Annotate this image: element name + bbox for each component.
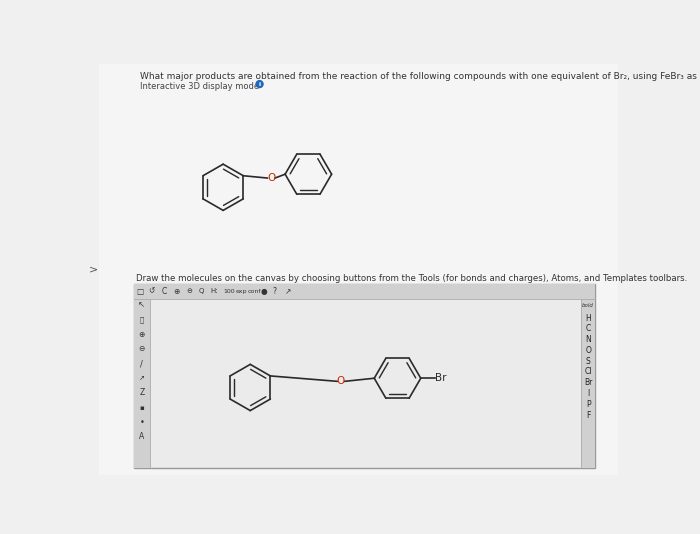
Text: C: C	[161, 287, 167, 296]
Text: ●: ●	[260, 287, 267, 296]
Text: C: C	[585, 324, 591, 333]
Text: ⬦: ⬦	[139, 317, 144, 323]
Text: ⊖: ⊖	[139, 344, 145, 354]
Text: □: □	[136, 287, 144, 296]
Text: ↗: ↗	[139, 375, 145, 381]
Text: 100: 100	[223, 289, 235, 294]
Text: Interactive 3D display mode: Interactive 3D display mode	[140, 82, 259, 91]
Text: S: S	[586, 357, 591, 366]
Text: Z: Z	[139, 388, 144, 397]
Bar	[134, 299, 150, 468]
Bar	[581, 299, 595, 468]
Text: Draw the molecules on the canvas by choosing buttons from the Tools (for bonds a: Draw the molecules on the canvas by choo…	[136, 273, 687, 282]
Text: Br: Br	[584, 378, 592, 387]
Text: ▪: ▪	[139, 404, 144, 411]
Text: H: H	[585, 313, 591, 323]
Text: O: O	[337, 376, 345, 386]
Bar	[134, 284, 595, 468]
Text: ↺: ↺	[148, 287, 155, 296]
Text: H:: H:	[211, 288, 218, 294]
Text: O: O	[585, 346, 591, 355]
Text: A: A	[139, 432, 144, 441]
Text: ↖: ↖	[139, 301, 146, 310]
Text: exp: exp	[235, 289, 247, 294]
Text: P: P	[586, 400, 591, 409]
Text: F: F	[586, 411, 590, 420]
Text: ⊕: ⊕	[174, 287, 180, 296]
Text: bold: bold	[582, 303, 594, 308]
Text: Cl: Cl	[584, 367, 592, 376]
Text: >: >	[89, 265, 98, 274]
Text: conf: conf	[248, 289, 261, 294]
Text: What major products are obtained from the reaction of the following compounds wi: What major products are obtained from th…	[140, 72, 700, 81]
Text: ⊕: ⊕	[139, 330, 145, 339]
Text: /: /	[140, 359, 143, 368]
Text: ↗: ↗	[285, 287, 291, 296]
Text: i: i	[258, 82, 260, 87]
Text: O: O	[267, 173, 275, 183]
Bar	[134, 284, 595, 299]
Text: •: •	[139, 418, 144, 427]
Circle shape	[256, 81, 263, 88]
Text: I: I	[587, 389, 589, 398]
Text: ?: ?	[273, 287, 276, 296]
Text: Q: Q	[198, 288, 204, 294]
Text: ⊖: ⊖	[186, 288, 192, 294]
Text: N: N	[585, 335, 591, 344]
Text: Br: Br	[435, 373, 447, 383]
